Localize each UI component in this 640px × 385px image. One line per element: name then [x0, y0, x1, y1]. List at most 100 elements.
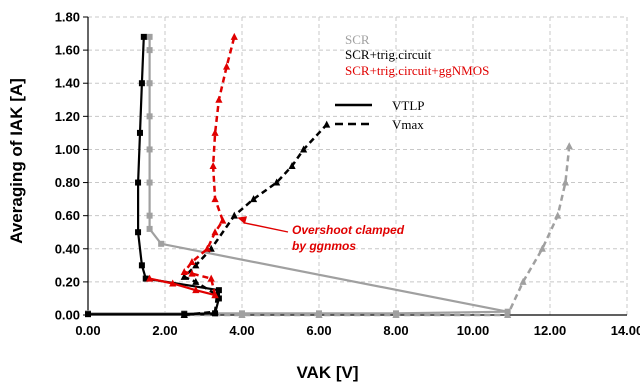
data-point — [273, 178, 281, 186]
series-line — [88, 36, 220, 316]
annotation-arrow-head — [237, 216, 248, 224]
y-tick-label: 1.60 — [55, 43, 80, 58]
series-line — [88, 36, 508, 315]
data-point — [146, 80, 153, 87]
data-point — [135, 179, 142, 186]
data-point — [554, 211, 562, 219]
data-point — [146, 179, 153, 186]
x-tick-label: 8.00 — [383, 323, 408, 338]
x-tick-labels: 0.00 2.00 4.00 6.00 8.00 10.00 12.00 14.00 — [75, 323, 640, 338]
data-point — [209, 162, 217, 169]
y-tick-label: 0.80 — [55, 175, 80, 190]
x-tick-label: 0.00 — [75, 323, 100, 338]
x-tick-label: 14.00 — [611, 323, 640, 338]
data-point — [138, 80, 145, 87]
data-point — [180, 311, 188, 318]
data-point — [211, 307, 219, 315]
data-point — [211, 128, 219, 136]
grid — [88, 16, 628, 315]
data-point — [288, 162, 296, 169]
x-tick-label: 6.00 — [306, 323, 331, 338]
x-tick-label: 2.00 — [152, 323, 177, 338]
data-point — [146, 33, 153, 40]
y-tick-label: 0.00 — [55, 308, 80, 323]
legend-entry-scr: SCR — [345, 32, 370, 47]
y-tick-labels: 0.00 0.20 0.40 0.60 0.80 1.00 1.20 1.40 1.60 1.80 — [55, 10, 80, 323]
data-point — [565, 142, 573, 150]
data-point — [135, 229, 142, 236]
data-point — [519, 277, 527, 285]
y-tick-label: 0.40 — [55, 241, 80, 256]
y-tick-label: 1.20 — [55, 109, 80, 124]
annotation: Overshoot clamped by ggnmos — [237, 216, 405, 253]
series-layer — [85, 32, 573, 318]
data-point — [158, 240, 165, 247]
data-point — [223, 62, 231, 70]
y-tick-label: 1.00 — [55, 142, 80, 157]
data-point — [146, 113, 153, 120]
data-point — [138, 262, 145, 269]
data-point — [169, 279, 177, 287]
series-line — [182, 36, 236, 296]
data-point — [211, 228, 219, 236]
y-tick-label: 0.20 — [55, 274, 80, 289]
data-point — [180, 272, 188, 280]
annotation-arrow — [243, 221, 289, 233]
legend-entry-vmax: Vmax — [392, 117, 424, 132]
y-axis-title: Averaging of IAK [A] — [7, 78, 26, 244]
legend-entry-scr-trig: SCR+trig.circuit — [345, 47, 432, 62]
series-line — [184, 145, 571, 317]
legend-entry-vtlp: VTLP — [392, 98, 425, 113]
data-point — [146, 225, 153, 232]
data-point — [211, 291, 219, 299]
series-line — [149, 277, 216, 297]
y-tick-label: 1.80 — [55, 10, 80, 25]
x-tick-label: 10.00 — [457, 323, 490, 338]
x-tick-label: 12.00 — [534, 323, 567, 338]
data-point — [188, 269, 196, 277]
data-point — [146, 146, 153, 153]
data-point — [300, 145, 308, 153]
data-point — [146, 274, 154, 282]
x-tick-label: 4.00 — [229, 323, 254, 338]
data-point — [219, 216, 227, 224]
data-point — [192, 277, 200, 285]
data-point — [215, 287, 222, 294]
legend-entry-scr-trig-ggnmos: SCR+trig.circuit+ggNMOS — [345, 63, 489, 78]
series-line — [182, 123, 328, 317]
data-point — [561, 178, 569, 186]
series-5 — [180, 32, 238, 299]
data-point — [146, 47, 153, 54]
data-point — [85, 311, 91, 318]
data-point — [140, 33, 147, 40]
data-point — [538, 244, 546, 252]
data-point — [203, 244, 211, 252]
data-point — [136, 129, 143, 136]
data-point — [392, 311, 400, 318]
data-point — [215, 295, 222, 302]
data-point — [238, 311, 246, 318]
data-point — [323, 120, 331, 128]
data-point — [192, 286, 200, 294]
y-tick-label: 1.40 — [55, 76, 80, 91]
data-point — [192, 261, 200, 269]
data-point — [146, 212, 153, 219]
legend: SCR SCR+trig.circuit SCR+trig.circuit+gg… — [335, 32, 489, 132]
data-point — [188, 258, 196, 266]
y-tick-label: 0.60 — [55, 208, 80, 223]
data-point — [215, 95, 223, 103]
data-point — [230, 32, 238, 40]
x-axis-title: VAK [V] — [296, 363, 358, 382]
data-point — [315, 311, 323, 318]
data-point — [504, 311, 512, 318]
data-point — [207, 274, 215, 282]
data-point — [230, 211, 238, 219]
annotation-line-1: Overshoot clamped — [292, 223, 405, 237]
annotation-line-2: by ggnmos — [292, 239, 356, 253]
series-2 — [85, 33, 222, 318]
data-point — [180, 267, 188, 275]
data-point — [249, 195, 258, 203]
data-point — [211, 195, 219, 203]
data-point — [142, 275, 149, 282]
